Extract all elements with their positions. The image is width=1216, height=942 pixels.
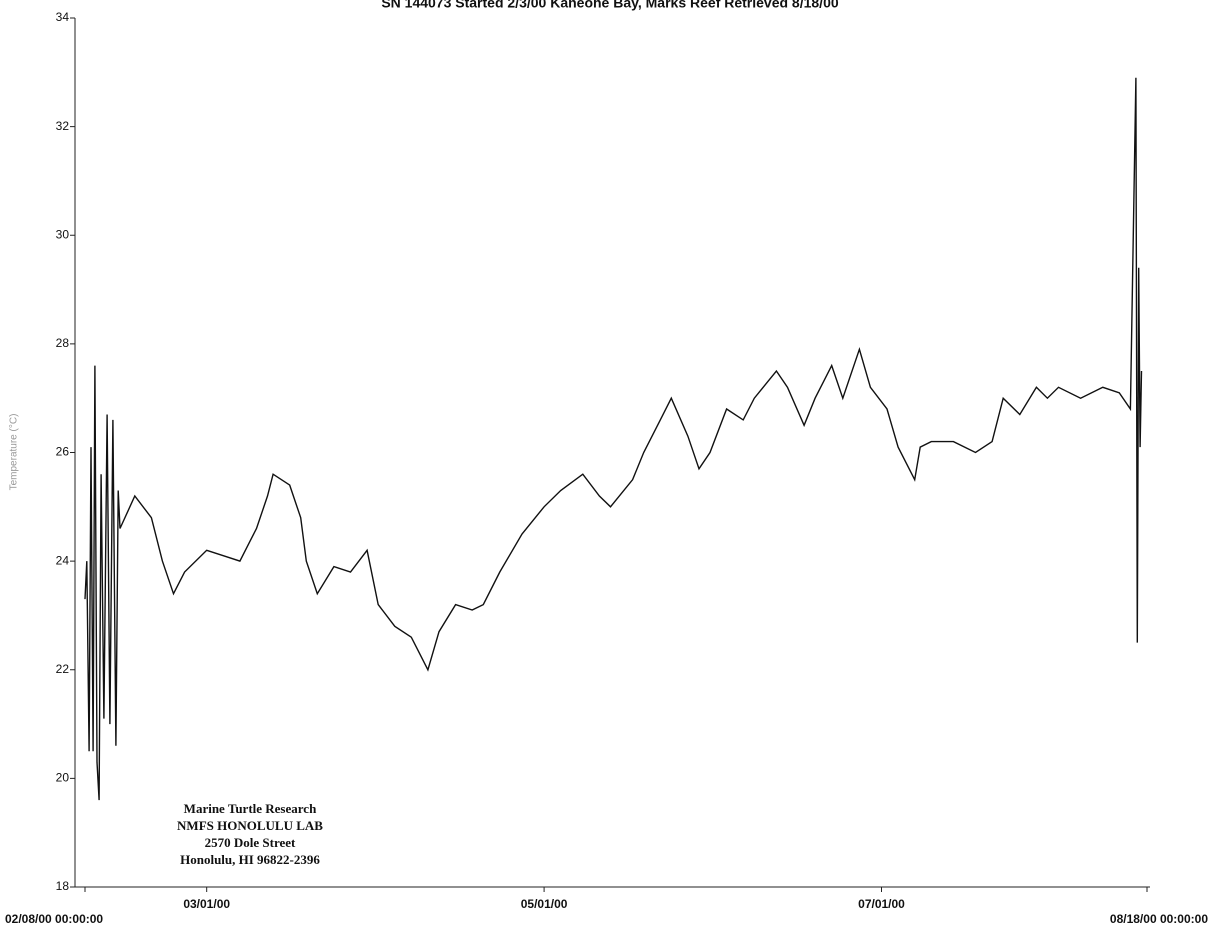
- x-tick-label: 08/18/00 00:00:00: [1110, 912, 1208, 926]
- annotation-line: Marine Turtle Research: [184, 801, 317, 816]
- annotation: Marine Turtle Research NMFS HONOLULU LAB…: [177, 801, 323, 867]
- x-tick-label: 03/01/00: [183, 897, 230, 911]
- x-tick-label: 05/01/00: [521, 897, 568, 911]
- y-tick-label: 30: [56, 227, 70, 241]
- y-tick-label: 26: [56, 445, 70, 459]
- data-line: [84, 77, 1143, 801]
- y-tick-label: 20: [56, 771, 70, 785]
- y-tick-label: 22: [56, 662, 70, 676]
- x-tick-label: 02/08/00 00:00:00: [5, 912, 103, 926]
- y-tick-label: 34: [56, 10, 70, 24]
- annotation-line: Honolulu, HI 96822-2396: [180, 852, 320, 867]
- annotation-line: 2570 Dole Street: [205, 835, 296, 850]
- y-tick-label: 32: [56, 119, 70, 133]
- y-tick-label: 24: [56, 553, 70, 567]
- annotation-line: NMFS HONOLULU LAB: [177, 818, 323, 833]
- y-tick-label: 28: [56, 336, 70, 350]
- x-tick-label: 07/01/00: [858, 897, 905, 911]
- chart-title: SN 144073 Started 2/3/00 Kaneohe Bay, Ma…: [381, 0, 839, 11]
- y-axis-label: Temperature (°C): [9, 414, 20, 491]
- y-tick-label: 18: [56, 879, 70, 893]
